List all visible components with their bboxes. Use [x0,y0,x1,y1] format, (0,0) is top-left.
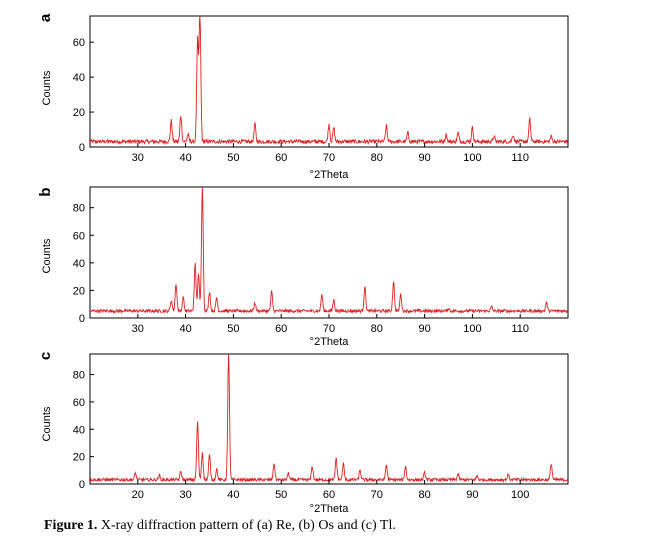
y-tick-label: 0 [79,313,85,325]
xrd-panel-c: 20 30 40 50 60 70 80 90 100 0 20 40 60 80 c °2Theta Coun… [37,352,569,515]
y-tick-label: 60 [73,37,85,49]
figure-caption: Figure 1. X-ray diffraction pattern of (… [44,518,396,534]
x-tick-label: 30 [179,489,191,501]
x-tick-label: 30 [132,152,144,164]
x-tick-label: 100 [463,323,481,335]
plot-frame [89,186,569,319]
y-tick-label: 80 [73,203,85,215]
x-tick-label: 110 [511,152,529,164]
x-tick-label: 70 [371,489,383,501]
plot-frame [89,353,569,485]
y-tick-label: 0 [79,479,85,491]
x-tick-label: 90 [418,152,430,164]
x-tick-label: 60 [275,323,287,335]
y-tick-label: 0 [79,142,85,154]
y-axis-label: Counts [41,70,53,105]
panel-label: c [37,352,54,360]
x-tick-label: 40 [179,152,191,164]
y-axis-label: Counts [41,406,53,441]
x-tick-label: 60 [275,152,287,164]
panel-label: b [37,187,54,196]
x-tick-label: 100 [463,152,481,164]
diffraction-trace [89,186,569,315]
x-axis-label: °2Theta [310,169,350,181]
diffraction-trace [89,15,569,146]
y-tick-label: 20 [73,452,85,464]
xrd-panel-a: 30 40 50 60 70 80 90 100 110 0 20 40 60 a °2Theta Count… [37,13,569,181]
y-axis-label: Counts [41,238,53,273]
y-tick-label: 40 [73,72,85,84]
panel-label: a [37,13,54,22]
x-tick-label: 30 [132,323,144,335]
x-tick-label: 100 [511,489,529,501]
x-tick-label: 70 [323,323,335,335]
figure-caption-label: Figure 1. [44,518,98,533]
x-tick-label: 80 [371,323,383,335]
y-tick-label: 60 [73,397,85,409]
figure-caption-text: X-ray diffraction pattern of (a) Re, (b)… [97,518,396,533]
y-tick-label: 20 [73,285,85,297]
x-axis-label: °2Theta [310,336,350,348]
y-tick-label: 40 [73,424,85,436]
x-tick-label: 70 [323,152,335,164]
x-tick-label: 60 [323,489,335,501]
x-tick-label: 20 [132,489,144,501]
x-axis-label: °2Theta [310,503,350,515]
x-tick-label: 50 [227,323,239,335]
xrd-panel-b: 30 40 50 60 70 80 90 100 110 0 20 40 60 80 b °2Theta Cou… [37,186,569,348]
x-tick-label: 40 [179,323,191,335]
y-tick-label: 20 [73,107,85,119]
y-tick-label: 40 [73,258,85,270]
diffraction-trace [89,353,569,484]
y-tick-label: 80 [73,370,85,382]
x-tick-label: 40 [227,489,239,501]
x-tick-label: 90 [466,489,478,501]
x-tick-label: 80 [371,152,383,164]
x-tick-label: 50 [227,152,239,164]
x-tick-label: 90 [418,323,430,335]
x-tick-label: 110 [511,323,529,335]
x-tick-label: 80 [418,489,430,501]
y-tick-label: 60 [73,230,85,242]
x-tick-label: 50 [275,489,287,501]
